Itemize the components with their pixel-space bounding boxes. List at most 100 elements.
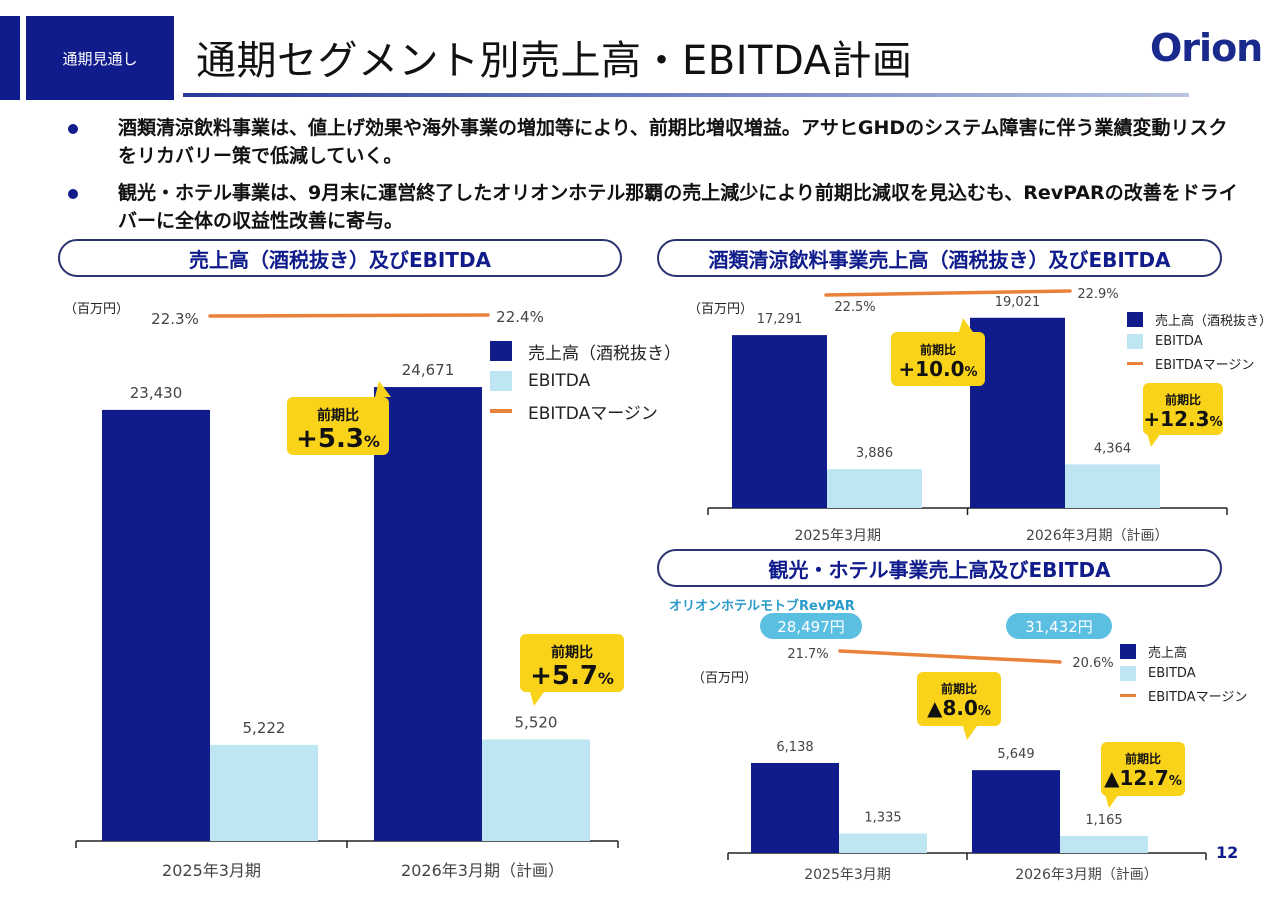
total-legend: 売上高（酒税抜き） EBITDA EBITDAマージン [490,336,681,426]
beverage-category-label: 2026年3月期（計画） [1026,528,1169,544]
callout-value: +10.0% [891,358,985,384]
total-bar-value-label: 5,520 [515,713,558,731]
legend-item-ebitda: EBITDA [1120,662,1247,684]
legend-label: EBITDA [528,371,591,391]
total-chart-title: 売上高（酒税抜き）及びEBITDA [58,239,622,277]
hotel-ebitda-bar [1060,835,1148,853]
callout-unit: % [977,704,991,719]
orion-logo: Orion [1150,26,1263,70]
legend-label: EBITDA [1148,665,1196,681]
hotel-bar-value-label: 6,138 [776,740,813,755]
legend-item-ebitda: EBITDA [1127,330,1272,352]
legend-item-margin: EBITDAマージン [1127,352,1272,374]
beverage-unit-label: （百万円） [688,302,754,317]
callout-tail [963,726,977,740]
beverage-sales-bar [970,317,1065,508]
callout-number: +10.0 [898,357,965,381]
callout-total-sales-yoy: 前期比 +5.3% [287,381,391,456]
legend-swatch-lightblue [1127,333,1143,349]
callout-tail [375,381,391,397]
total-margin-line [208,313,490,318]
side-accent-bar [0,16,20,100]
beverage-margin-label: 22.9% [1077,287,1118,302]
callout-hotel-ebitda-yoy: 前期比 ▲12.7% [1101,742,1185,808]
beverage-ebitda-bar [1065,464,1160,508]
callout-label: 前期比 [551,645,593,661]
legend-label: EBITDAマージン [528,403,658,424]
callout-unit: % [964,365,978,380]
callout-label: 前期比 [940,682,977,696]
bullet-dot-icon [68,189,78,199]
callout-label: 前期比 [1124,752,1161,766]
legend-item-margin: EBITDAマージン [1120,684,1247,706]
beverage-margin-line [824,289,1072,297]
hotel-category-label: 2025年3月期 [804,867,891,883]
hotel-bar-value-label: 1,165 [1085,813,1122,828]
legend-label: 売上高 [1148,645,1188,661]
legend-swatch-lightblue [490,371,512,391]
bullet-text: 観光・ホテル事業は、9月末に運営終了したオリオンホテル那覇の売上減少により前期比… [118,182,1238,232]
legend-swatch-line [490,409,512,413]
beverage-margin-label: 22.5% [834,300,875,315]
legend-swatch-line [1127,361,1143,365]
hotel-sales-bar [972,770,1060,853]
total-ebitda-bar [482,739,590,841]
legend-swatch-navy [490,341,512,361]
beverage-ebitda-bar [827,469,922,508]
callout-unit: % [1209,415,1223,430]
hotel-margin-label: 21.7% [787,647,828,662]
hotel-ebitda-bar [839,833,927,853]
revpar-value-2025: 28,497円 [760,613,862,639]
legend-item-ebitda: EBITDA [490,366,681,396]
callout-beverage-sales-yoy: 前期比 +10.0% [891,318,985,386]
legend-item-sales: 売上高 [1120,640,1247,662]
hotel-sales-bar [751,762,839,853]
hotel-bar-value-label: 5,649 [997,747,1034,762]
section-tag: 通期見通し [26,16,174,100]
hotel-margin-label: 20.6% [1072,656,1113,671]
bullet-item: 観光・ホテル事業は、9月末に運営終了したオリオンホテル那覇の売上減少により前期比… [64,179,1244,235]
legend-item-margin: EBITDAマージン [490,396,681,426]
callout-tail [959,318,973,332]
callout-number: +12.3 [1143,407,1210,431]
title-underline [183,93,1189,97]
callout-label: 前期比 [317,408,359,424]
callout-hotel-sales-yoy: 前期比 ▲8.0% [917,672,1001,740]
legend-label: EBITDA [1155,333,1203,349]
legend-swatch-line [1120,693,1136,697]
total-sales-bar [102,409,210,841]
callout-tail [1147,433,1161,447]
legend-label: EBITDAマージン [1155,357,1255,373]
callout-value: ▲12.7% [1101,767,1185,793]
bullet-item: 酒類清涼飲料事業は、値上げ効果や海外事業の増加等により、前期比増収増益。アサヒG… [64,114,1244,170]
legend-item-sales: 売上高（酒税抜き） [1127,308,1272,330]
total-sales-bar [374,387,482,841]
legend-swatch-navy [1127,311,1143,327]
bullet-dot-icon [68,124,78,134]
total-bar-value-label: 5,222 [243,719,286,737]
beverage-bar-value-label: 19,021 [995,295,1041,310]
callout-value: +5.3% [287,425,389,456]
total-bar-value-label: 24,671 [402,361,455,379]
callout-value: ▲8.0% [917,697,1001,723]
total-margin-label: 22.4% [496,308,544,326]
legend-label: 売上高（酒税抜き） [1155,313,1273,329]
beverage-bar-value-label: 17,291 [757,312,803,327]
callout-unit: % [597,669,614,688]
callout-number: +5.7 [530,661,598,691]
callout-total-ebitda-yoy: 前期比 +5.7% [520,634,624,706]
beverage-sales-bar [732,335,827,508]
total-bar-value-label: 23,430 [130,384,183,402]
page-number: 12 [1216,843,1239,862]
beverage-chart-title: 酒類清涼飲料事業売上高（酒税抜き）及びEBITDA [657,239,1222,277]
total-margin-label: 22.3% [151,310,199,328]
hotel-margin-line [838,649,1062,664]
hotel-legend: 売上高 EBITDA EBITDAマージン [1120,640,1247,706]
hotel-bar-value-label: 1,335 [864,810,901,825]
callout-beverage-ebitda-yoy: 前期比 +12.3% [1143,383,1223,447]
hotel-category-label: 2026年3月期（計画） [1015,867,1158,883]
bullet-list: 酒類清涼飲料事業は、値上げ効果や海外事業の増加等により、前期比増収増益。アサヒG… [64,114,1244,244]
page-title: 通期セグメント別売上高・EBITDA計画 [196,38,913,84]
callout-label: 前期比 [919,343,956,357]
